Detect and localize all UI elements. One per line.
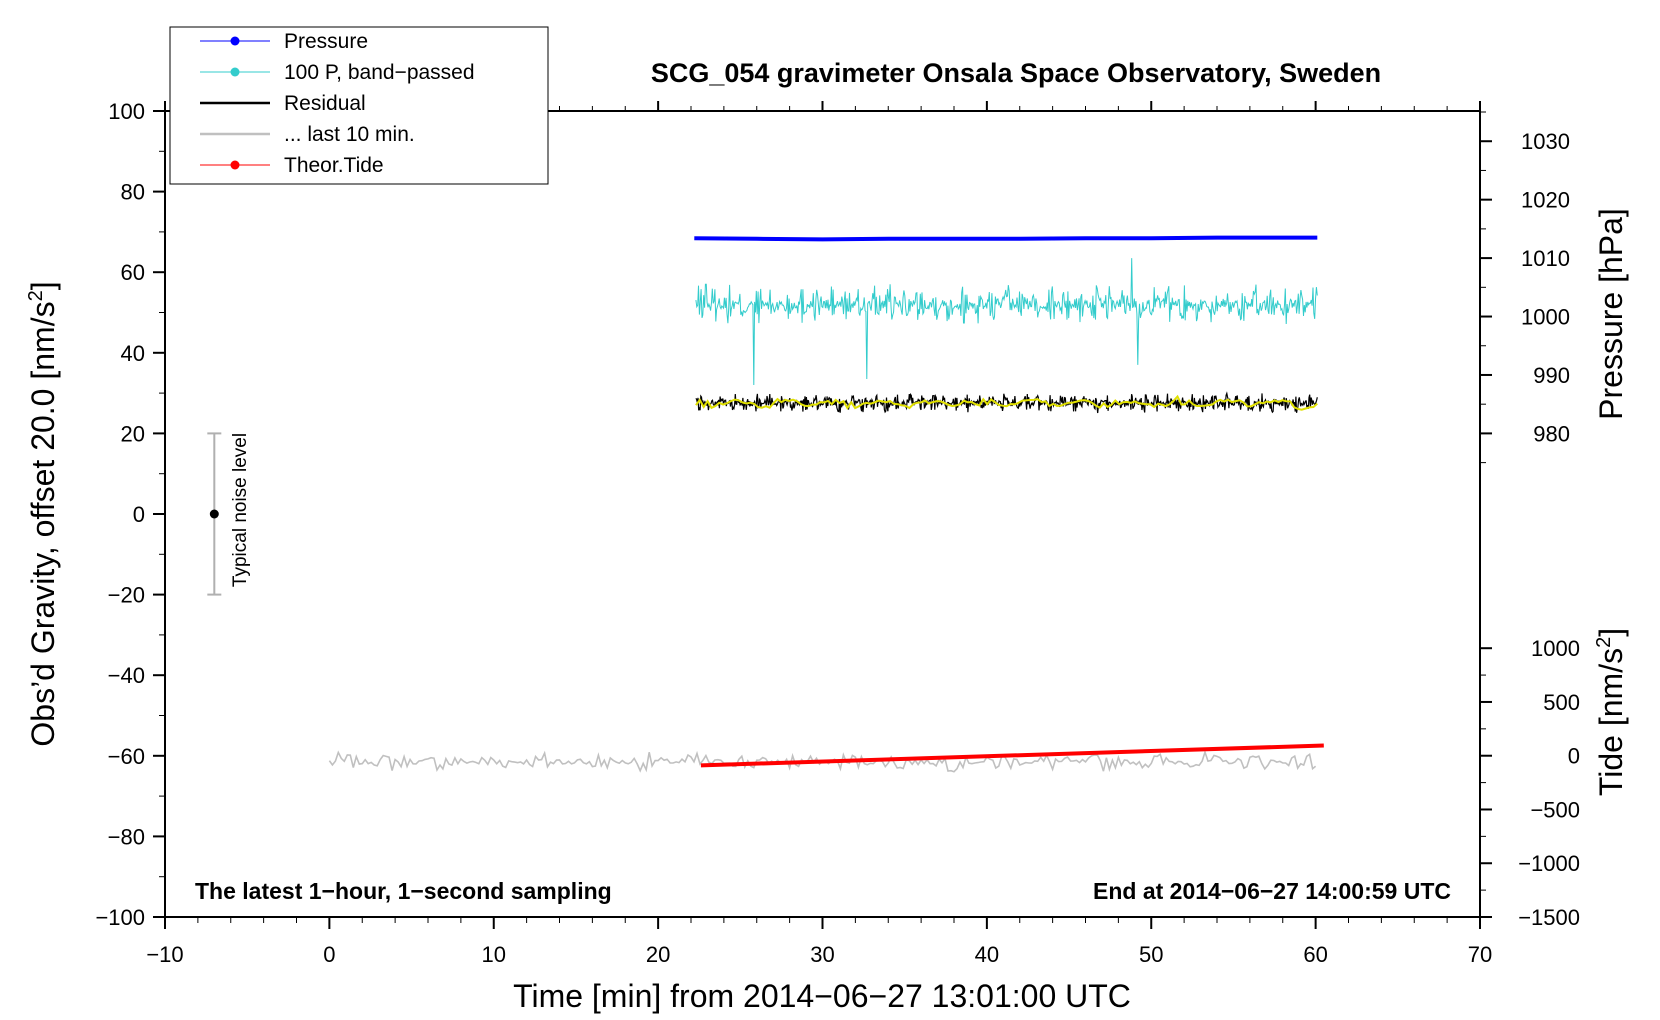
- pressure-tick-label: 980: [1533, 421, 1570, 446]
- y-axis-title-text: Obs’d Gravity, offset 20.0 [nm/s: [25, 301, 61, 746]
- series-residual-line: [695, 391, 1318, 414]
- noise-bar-point: [209, 509, 219, 519]
- tide-axis-title-text: Tide [nm/s: [1593, 648, 1629, 796]
- x-tick-label: 50: [1139, 942, 1163, 967]
- y-tick-label: −100: [95, 905, 145, 930]
- x-tick-label: 70: [1468, 942, 1492, 967]
- y-axis-ticks: 100 80 60 40 20 0 −20 −40 −60 −80 −100: [95, 99, 165, 930]
- tide-tick-label: −1000: [1518, 851, 1580, 876]
- y-tick-label: 40: [121, 341, 145, 366]
- pressure-axis-ticks: 1030 1020 1010 1000 990 980: [1480, 111, 1570, 464]
- legend-label: ... last 10 min.: [284, 123, 415, 146]
- series-smoothed-residual-line: [695, 394, 1318, 411]
- legend: Pressure 100 P, band−passed Residual ... la…: [169, 26, 549, 185]
- tide-tick-label: −500: [1530, 797, 1580, 822]
- x-axis-ticks: −10 0 10 20 30 40 50 60 70: [146, 101, 1492, 967]
- x-tick-label: 10: [482, 942, 506, 967]
- tide-axis-title-end: ]: [1593, 628, 1629, 637]
- tide-tick-label: 1000: [1531, 636, 1580, 661]
- x-tick-label: 0: [323, 942, 335, 967]
- pressure-tick-label: 1010: [1521, 246, 1570, 271]
- annotation-sampling: The latest 1−hour, 1−second sampling: [195, 878, 612, 904]
- y-axis-title-end: ]: [25, 281, 61, 290]
- legend-label: Pressure: [284, 30, 368, 53]
- y-tick-label: 0: [133, 502, 145, 527]
- x-tick-label: −10: [146, 942, 183, 967]
- legend-swatch-dot: [230, 160, 240, 170]
- series-theor-tide-line: [700, 743, 1324, 768]
- pressure-tick-label: 1020: [1521, 188, 1570, 213]
- y-tick-label: −60: [108, 744, 145, 769]
- x-tick-label: 20: [646, 942, 670, 967]
- y-tick-label: 20: [121, 421, 145, 446]
- legend-swatch-dot: [230, 36, 240, 46]
- y-tick-label: −80: [108, 824, 145, 849]
- pressure-tick-label: 1030: [1521, 129, 1570, 154]
- tide-axis-title: Tide [nm/s2]: [1593, 628, 1629, 796]
- y-tick-label: 60: [121, 260, 145, 285]
- legend-box: [169, 26, 549, 185]
- pressure-tick-label: 1000: [1521, 305, 1570, 330]
- tide-tick-label: 500: [1543, 690, 1580, 715]
- pressure-tick-label: 990: [1533, 363, 1570, 388]
- tide-tick-label: −1500: [1518, 905, 1580, 930]
- y-axis-title-sup: 2: [25, 290, 47, 301]
- series-band-passed-line: [695, 258, 1318, 386]
- annotation-end-time: End at 2014−06−27 14:00:59 UTC: [1093, 878, 1451, 904]
- legend-items: Pressure 100 P, band−passed Residual ... la…: [200, 30, 475, 177]
- noise-bar-label: Typical noise level: [230, 433, 251, 587]
- legend-label: 100 P, band−passed: [284, 61, 475, 84]
- y-tick-label: −40: [108, 663, 145, 688]
- y-tick-label: 100: [108, 99, 145, 124]
- noise-bar: [207, 432, 222, 596]
- series-pressure-line: [694, 235, 1318, 242]
- x-tick-label: 60: [1303, 942, 1327, 967]
- data-layer: [328, 235, 1324, 773]
- tide-axis-ticks: 1000 500 0 −500 −1000 −1500: [1480, 636, 1580, 930]
- y-tick-label: 80: [121, 180, 145, 205]
- plot-area: [165, 111, 1480, 917]
- x-tick-label: 40: [975, 942, 999, 967]
- x-tick-label: 30: [810, 942, 834, 967]
- legend-label: Theor.Tide: [284, 154, 384, 177]
- y-tick-label: −20: [108, 583, 145, 608]
- tide-tick-label: 0: [1568, 744, 1580, 769]
- legend-swatch-dot: [230, 67, 240, 77]
- pressure-axis-title: Pressure [hPa]: [1593, 208, 1629, 420]
- legend-label: Residual: [284, 92, 366, 115]
- tide-axis-title-sup: 2: [1593, 637, 1615, 648]
- chart-title: SCG_054 gravimeter Onsala Space Observat…: [651, 58, 1381, 88]
- y-axis-title: Obs’d Gravity, offset 20.0 [nm/s2]: [25, 281, 61, 746]
- x-axis-title: Time [min] from 2014−06−27 13:01:00 UTC: [513, 978, 1131, 1014]
